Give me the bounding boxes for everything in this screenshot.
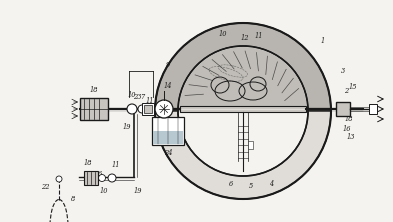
Bar <box>336 102 350 116</box>
Text: 14: 14 <box>164 82 172 90</box>
Text: 13: 13 <box>347 133 355 141</box>
Text: 10: 10 <box>100 187 108 195</box>
Text: 8: 8 <box>71 195 75 203</box>
Circle shape <box>127 104 137 114</box>
Text: 5: 5 <box>249 182 253 190</box>
Wedge shape <box>179 47 307 111</box>
Bar <box>144 105 152 113</box>
Text: 1: 1 <box>321 37 325 45</box>
Bar <box>80 98 108 120</box>
Text: 19: 19 <box>134 187 142 195</box>
Text: 24: 24 <box>164 149 172 157</box>
Text: 9: 9 <box>166 61 170 69</box>
Text: 6: 6 <box>229 180 233 188</box>
Wedge shape <box>155 111 331 199</box>
Circle shape <box>155 100 173 118</box>
Circle shape <box>138 105 146 113</box>
Text: 23: 23 <box>133 93 141 101</box>
Text: 18: 18 <box>84 159 92 167</box>
Text: 11: 11 <box>255 32 263 40</box>
Text: 12: 12 <box>241 34 249 42</box>
Circle shape <box>56 176 62 182</box>
Text: 19: 19 <box>123 123 131 131</box>
Circle shape <box>99 174 105 182</box>
Bar <box>84 171 98 185</box>
Bar <box>142 103 154 115</box>
Text: 11: 11 <box>112 161 120 169</box>
Wedge shape <box>155 23 331 111</box>
Text: 18: 18 <box>90 86 98 94</box>
Bar <box>369 104 377 114</box>
Text: 10: 10 <box>128 91 136 99</box>
Text: 3: 3 <box>341 67 345 75</box>
Text: 7: 7 <box>140 93 144 101</box>
Text: 6: 6 <box>98 170 102 178</box>
Text: 4: 4 <box>269 180 273 188</box>
Text: 22: 22 <box>41 183 49 191</box>
Text: 16: 16 <box>343 125 351 133</box>
Bar <box>180 106 306 112</box>
Text: 11: 11 <box>146 97 154 105</box>
Bar <box>153 131 183 144</box>
Bar <box>152 117 184 145</box>
Bar <box>248 141 253 149</box>
Text: 10: 10 <box>219 30 227 38</box>
Text: 2: 2 <box>344 87 348 95</box>
Text: 18: 18 <box>345 115 353 123</box>
Circle shape <box>108 174 116 182</box>
Text: 15: 15 <box>349 83 357 91</box>
